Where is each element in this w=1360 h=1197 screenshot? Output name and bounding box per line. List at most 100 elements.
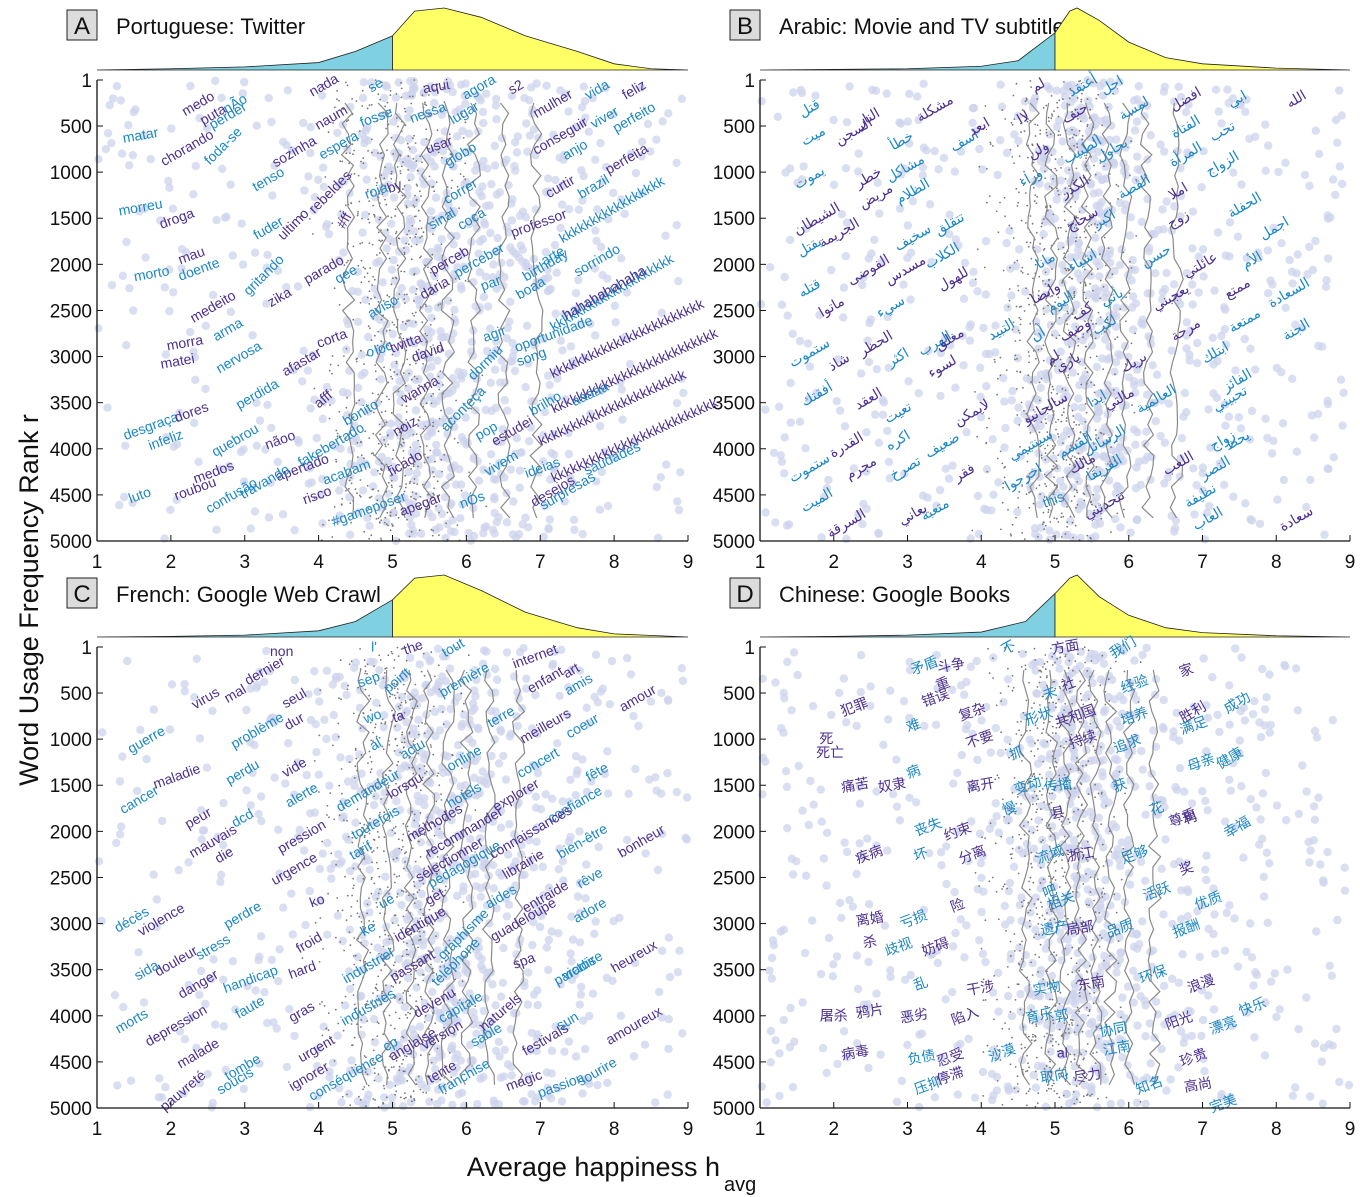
scatter-point-dense <box>1057 248 1060 251</box>
scatter-point-dense <box>1057 418 1060 421</box>
scatter-point-dense <box>1027 374 1030 377</box>
scatter-point <box>839 313 848 322</box>
scatter-point <box>469 198 478 208</box>
scatter-point <box>569 515 579 524</box>
scatter-point <box>899 280 908 289</box>
scatter-point-dense <box>363 457 365 460</box>
scatter-point-dense <box>1010 227 1013 230</box>
scatter-point-dense <box>376 344 379 347</box>
scatter-point-dense <box>331 355 334 357</box>
scatter-point-dense <box>388 398 390 401</box>
scatter-point-dense <box>381 193 384 196</box>
scatter-point-dense <box>1099 253 1101 256</box>
scatter-point <box>1305 181 1314 191</box>
scatter-point-dense <box>377 152 379 154</box>
scatter-point-dense <box>430 651 433 654</box>
scatter-point <box>1320 530 1329 539</box>
scatter-point <box>400 761 409 770</box>
scatter-point-dense <box>384 445 387 448</box>
word-label: se <box>365 74 386 95</box>
scatter-point <box>358 93 368 103</box>
scatter-point-dense <box>1013 261 1016 264</box>
scatter-point <box>570 525 579 535</box>
scatter-point <box>508 338 517 348</box>
scatter-point-dense <box>1008 288 1011 290</box>
scatter-point <box>122 341 131 350</box>
scatter-point <box>501 775 511 784</box>
scatter-point-dense <box>1069 515 1072 518</box>
scatter-point-dense <box>398 293 401 295</box>
scatter-point-dense <box>410 102 413 105</box>
word-label: أفقتك <box>797 377 835 409</box>
scatter-point <box>103 403 112 412</box>
scatter-point <box>94 324 103 333</box>
scatter-point-dense <box>400 165 403 168</box>
scatter-point <box>471 692 480 701</box>
scatter-point-dense <box>406 1016 409 1019</box>
scatter-point <box>555 691 564 701</box>
scatter-point-dense <box>391 353 394 356</box>
scatter-point-dense <box>401 404 403 407</box>
scatter-point-dense <box>1052 465 1055 467</box>
scatter-point <box>1098 175 1107 184</box>
scatter-point-dense <box>414 236 417 238</box>
scatter-point-dense <box>396 166 399 168</box>
scatter-point-dense <box>1017 506 1020 509</box>
scatter-point <box>139 131 148 140</box>
scatter-point-dense <box>372 275 374 278</box>
scatter-point-dense <box>378 423 381 426</box>
scatter-point <box>836 406 845 415</box>
scatter-point-dense <box>425 770 428 773</box>
scatter-point <box>129 306 138 315</box>
scatter-point <box>578 196 587 205</box>
scatter-point-dense <box>351 1044 353 1047</box>
scatter-point-dense <box>366 903 369 906</box>
word-label: الفتاة <box>1168 112 1203 141</box>
y-tick-label: 3000 <box>50 348 92 369</box>
scatter-point <box>1001 423 1010 433</box>
scatter-point <box>402 431 411 440</box>
y-tick-label: 4500 <box>713 486 755 507</box>
scatter-point-dense <box>412 204 415 207</box>
scatter-point-dense <box>1044 447 1046 450</box>
scatter-point <box>443 296 453 305</box>
scatter-point <box>629 1052 639 1061</box>
word-label: o <box>366 344 374 360</box>
scatter-point-dense <box>1090 224 1093 226</box>
scatter-point <box>534 468 543 477</box>
scatter-point <box>450 315 459 324</box>
scatter-point <box>434 245 443 255</box>
scatter-point <box>488 272 498 282</box>
scatter-point-dense <box>1129 174 1131 177</box>
scatter-point-dense <box>358 130 361 133</box>
scatter-point-dense <box>1046 444 1049 447</box>
scatter-point-dense <box>389 511 392 514</box>
scatter-point <box>478 182 487 191</box>
scatter-point <box>201 384 210 394</box>
scatter-point-dense <box>373 214 376 217</box>
scatter-point-dense <box>1055 460 1058 462</box>
scatter-point-dense <box>422 979 424 982</box>
scatter-point <box>533 1000 542 1010</box>
scatter-point-dense <box>1028 491 1030 494</box>
scatter-point-dense <box>377 393 380 396</box>
scatter-point <box>1014 403 1023 412</box>
scatter-point <box>913 92 922 101</box>
scatter-point <box>329 710 338 720</box>
scatter-point <box>544 524 553 533</box>
scatter-point-dense <box>346 84 349 87</box>
scatter-point <box>424 257 433 267</box>
scatter-point <box>682 793 692 802</box>
word-label: الحفلة <box>1225 189 1265 221</box>
scatter-point-dense <box>380 411 383 414</box>
scatter-point-dense <box>1009 533 1012 535</box>
scatter-point-dense <box>1014 340 1017 342</box>
word-label: يموت <box>791 162 828 193</box>
scatter-point-dense <box>377 231 380 234</box>
scatter-point-dense <box>379 912 381 915</box>
scatter-point <box>191 161 200 171</box>
scatter-point <box>780 272 789 282</box>
scatter-point-dense <box>379 98 382 101</box>
scatter-point-dense <box>334 1008 337 1011</box>
scatter-point-dense <box>338 99 340 102</box>
